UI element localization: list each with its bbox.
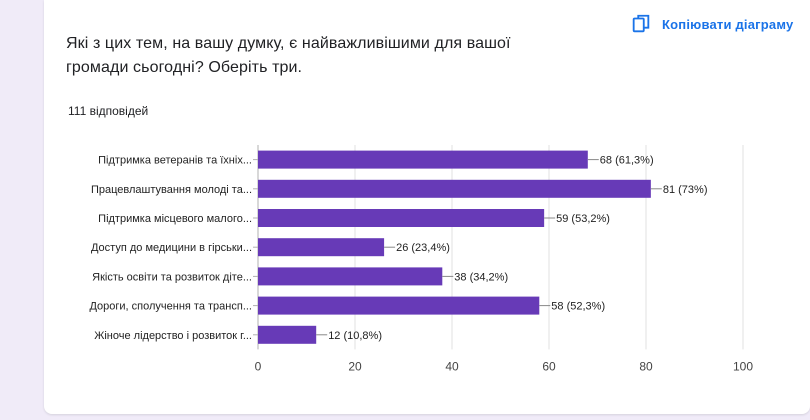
- data-label: 59 (53,2%): [556, 213, 610, 225]
- data-label: 81 (73%): [663, 184, 708, 196]
- question-line-2: громади сьогодні? Оберіть три.: [66, 59, 303, 76]
- category-label: Якість освіти та розвиток діте...: [92, 271, 252, 283]
- x-tick-label: 100: [733, 359, 753, 373]
- data-label: 58 (52,3%): [551, 301, 605, 313]
- data-label: 68 (61,3%): [600, 155, 654, 167]
- copy-chart-label: Копіювати діаграму: [662, 16, 794, 32]
- copy-icon: [632, 14, 650, 33]
- question-card: [44, 0, 810, 414]
- copy-chart-button[interactable]: Копіювати діаграму: [630, 10, 793, 38]
- data-label: 12 (10,8%): [328, 330, 382, 342]
- question-line-1: Які з цих тем, на вашу думку, є найважли…: [66, 35, 511, 52]
- x-tick-label: 60: [542, 359, 556, 373]
- bar: [258, 325, 317, 344]
- bar: [258, 150, 588, 169]
- category-label: Дороги, сполучення та трансп...: [89, 301, 252, 313]
- bar: [258, 296, 540, 315]
- category-label: Підтримка місцевого малого...: [98, 213, 252, 225]
- bar: [258, 209, 545, 227]
- bar: [258, 267, 443, 286]
- x-tick-label: 20: [348, 359, 362, 373]
- category-label: Працевлаштування молоді та...: [91, 184, 252, 196]
- responses-count: 111 відповідей: [68, 104, 149, 118]
- x-tick-label: 80: [639, 359, 653, 373]
- bar: [258, 179, 651, 198]
- data-label: 38 (34,2%): [454, 271, 508, 283]
- bar: [258, 238, 385, 257]
- x-tick-label: 0: [255, 359, 262, 373]
- data-label: 26 (23,4%): [396, 242, 450, 254]
- category-label: Жіноче лідерство і розвиток г...: [94, 330, 252, 342]
- question-title: Які з цих тем, на вашу думку, є найважли…: [66, 32, 586, 80]
- x-tick-label: 40: [445, 359, 459, 373]
- category-label: Підтримка ветеранів та їхніх...: [98, 155, 252, 167]
- category-label: Доступ до медицини в гірськи...: [91, 242, 252, 254]
